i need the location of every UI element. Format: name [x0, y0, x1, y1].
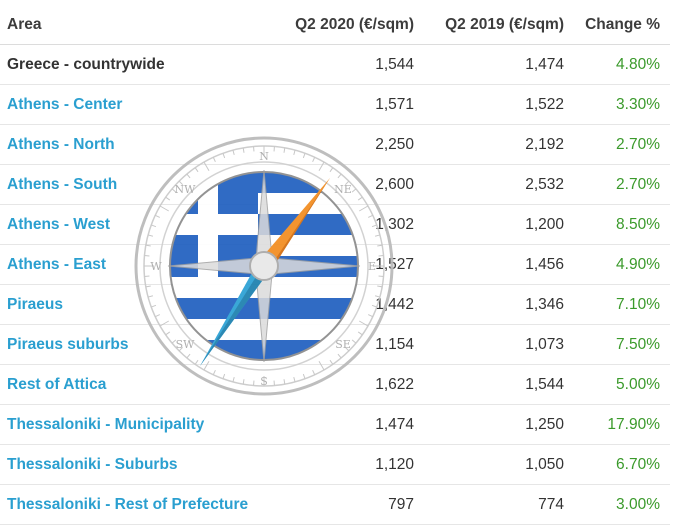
q2-2019-value: 1,050 — [525, 456, 564, 473]
change-value: 3.00% — [616, 496, 660, 513]
area-link[interactable]: Thessaloniki - Rest of Prefecture — [7, 496, 249, 513]
table-body: Greece - countrywide 1,544 1,474 4.80% Athen… — [0, 45, 670, 525]
q2-2020-value: 1,120 — [375, 456, 414, 473]
area-link[interactable]: Athens - Center — [7, 96, 123, 113]
change-value: 4.80% — [616, 56, 660, 73]
q2-2020-value: 1,474 — [375, 416, 414, 433]
table-row: Piraeus 1,442 1,346 7.10% — [0, 285, 670, 325]
table-row: Rest of Attica 1,622 1,544 5.00% — [0, 365, 670, 405]
q2-2019-value: 1,346 — [525, 296, 564, 313]
q2-2019-value: 1,544 — [525, 376, 564, 393]
area-link[interactable]: Athens - North — [7, 136, 115, 153]
table-row: Thessaloniki - Rest of Prefecture 797 774 3… — [0, 485, 670, 525]
q2-2020-value: 1,622 — [375, 376, 414, 393]
q2-2019-value: 1,522 — [525, 96, 564, 113]
table-row: Athens - West 1,302 1,200 8.50% — [0, 205, 670, 245]
table-row: Athens - Center 1,571 1,522 3.30% — [0, 85, 670, 125]
area-link[interactable]: Piraeus suburbs — [7, 336, 129, 353]
area-link[interactable]: Thessaloniki - Suburbs — [7, 456, 178, 473]
area-label: Greece - countrywide — [7, 56, 165, 73]
q2-2019-value: 1,200 — [525, 216, 564, 233]
q2-2019-value: 1,456 — [525, 256, 564, 273]
change-value: 7.50% — [616, 336, 660, 353]
table-row: Greece - countrywide 1,544 1,474 4.80% — [0, 45, 670, 85]
q2-2019-value: 1,250 — [525, 416, 564, 433]
header-q2-2019[interactable]: Q2 2019 (€/sqm) — [445, 16, 564, 33]
header-area[interactable]: Area — [7, 16, 42, 33]
area-link[interactable]: Athens - West — [7, 216, 111, 233]
table-row: Athens - North 2,250 2,192 2.70% — [0, 125, 670, 165]
table-row: Athens - South 2,600 2,532 2.70% — [0, 165, 670, 205]
change-value: 6.70% — [616, 456, 660, 473]
q2-2019-value: 2,192 — [525, 136, 564, 153]
table-row: Thessaloniki - Municipality 1,474 1,250 17.… — [0, 405, 670, 445]
q2-2019-value: 774 — [538, 496, 564, 513]
header-change[interactable]: Change % — [585, 16, 660, 33]
q2-2020-value: 2,250 — [375, 136, 414, 153]
change-value: 7.10% — [616, 296, 660, 313]
change-value: 4.90% — [616, 256, 660, 273]
table-header: Area Q2 2020 (€/sqm) Q2 2019 (€/sqm) Cha… — [0, 5, 670, 45]
area-link[interactable]: Thessaloniki - Municipality — [7, 416, 205, 433]
q2-2019-value: 1,073 — [525, 336, 564, 353]
q2-2020-value: 1,544 — [375, 56, 414, 73]
area-link[interactable]: Athens - South — [7, 176, 118, 193]
area-link[interactable]: Rest of Attica — [7, 376, 107, 393]
change-value: 2.70% — [616, 176, 660, 193]
q2-2020-value: 797 — [388, 496, 414, 513]
q2-2020-value: 2,600 — [375, 176, 414, 193]
area-link[interactable]: Athens - East — [7, 256, 107, 273]
change-value: 17.90% — [607, 416, 660, 433]
change-value: 3.30% — [616, 96, 660, 113]
change-value: 5.00% — [616, 376, 660, 393]
change-value: 8.50% — [616, 216, 660, 233]
price-table: Area Q2 2020 (€/sqm) Q2 2019 (€/sqm) Cha… — [0, 5, 670, 525]
area-link[interactable]: Piraeus — [7, 296, 64, 313]
q2-2020-value: 1,571 — [375, 96, 414, 113]
table-row: Thessaloniki - Suburbs 1,120 1,050 6.70% — [0, 445, 670, 485]
q2-2019-value: 1,474 — [525, 56, 564, 73]
q2-2020-value: 1,442 — [375, 296, 414, 313]
table-row: Piraeus suburbs 1,154 1,073 7.50% — [0, 325, 670, 365]
q2-2020-value: 1,527 — [375, 256, 414, 273]
table-row: Athens - East 1,527 1,456 4.90% — [0, 245, 670, 285]
header-q2-2020[interactable]: Q2 2020 (€/sqm) — [295, 16, 414, 33]
q2-2020-value: 1,302 — [375, 216, 414, 233]
q2-2020-value: 1,154 — [375, 336, 414, 353]
change-value: 2.70% — [616, 136, 660, 153]
q2-2019-value: 2,532 — [525, 176, 564, 193]
